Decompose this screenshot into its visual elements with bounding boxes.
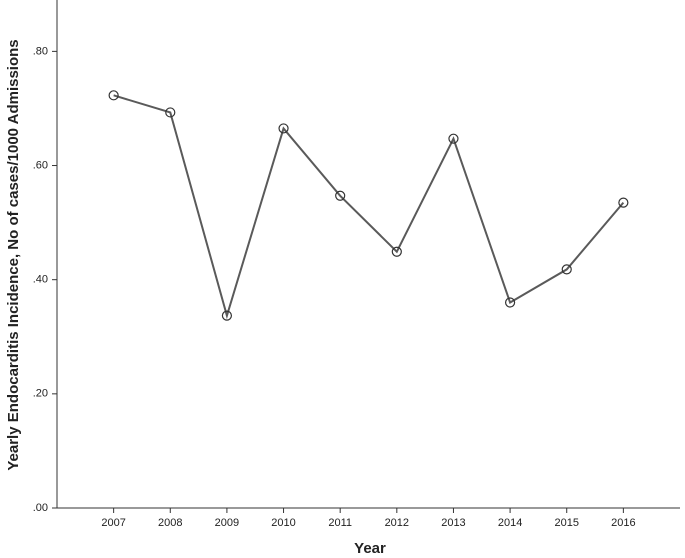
series-line [113, 94, 625, 320]
data-point [108, 90, 119, 101]
y-tick-label: .40 [33, 274, 48, 286]
x-tick-label: 2007 [101, 517, 125, 529]
x-tick-label: 2013 [441, 517, 465, 529]
data-point [618, 197, 629, 208]
data-point [448, 133, 459, 144]
data-point [165, 107, 176, 118]
x-tick-label: 2015 [554, 517, 578, 529]
y-tick-label: .60 [33, 159, 48, 171]
x-tick-label: 2014 [498, 517, 522, 529]
x-tick-label: 2009 [215, 517, 239, 529]
data-point [561, 264, 572, 275]
x-axis-title: Year [354, 540, 386, 557]
x-tick-label: 2008 [158, 517, 182, 529]
y-tick-label: .00 [33, 502, 48, 514]
x-tick-label: 2012 [385, 517, 409, 529]
data-point [221, 310, 233, 321]
x-tick-label: 2016 [611, 517, 635, 529]
x-tick-label: 2011 [328, 517, 352, 529]
data-point [391, 246, 402, 257]
data-point [335, 190, 346, 201]
y-tick-label: .20 [33, 388, 48, 400]
y-tick-label: .80 [33, 45, 48, 57]
x-tick-label: 2010 [271, 517, 295, 529]
data-point [278, 123, 289, 134]
y-axis-title: Yearly Endocarditis Incidence, No of cas… [5, 39, 22, 470]
data-point [504, 297, 516, 308]
